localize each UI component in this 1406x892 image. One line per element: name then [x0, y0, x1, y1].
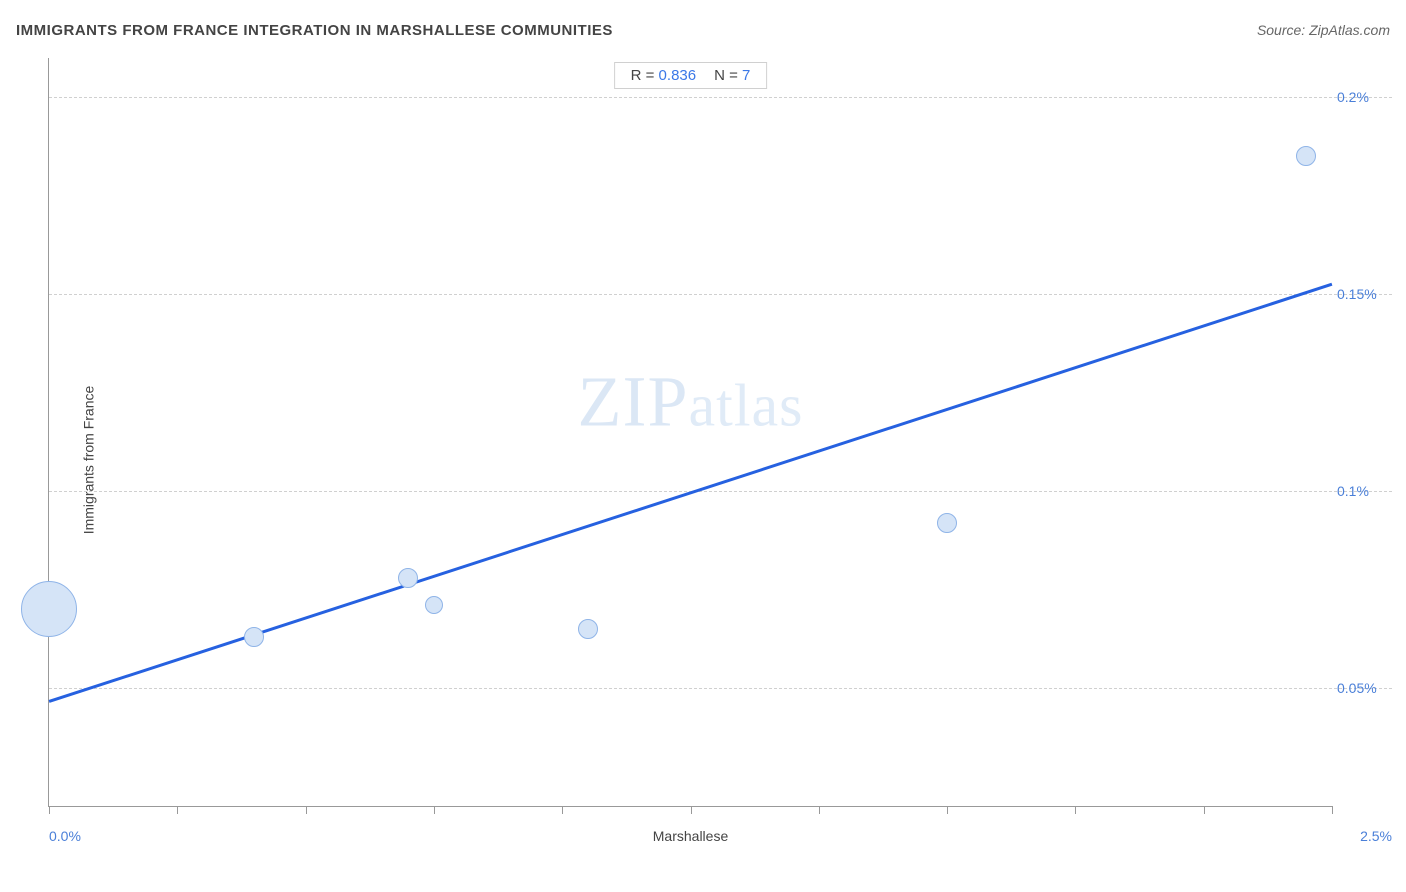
x-axis-title: Marshallese	[653, 828, 728, 844]
data-point[interactable]	[1296, 146, 1316, 166]
data-point[interactable]	[244, 627, 264, 647]
x-tick	[562, 806, 563, 814]
y-tick-label: 0.05%	[1337, 680, 1387, 696]
stats-box: R = 0.836 N = 7	[614, 62, 768, 89]
x-axis-max-label: 2.5%	[1360, 828, 1392, 844]
trendline	[49, 282, 1333, 702]
watermark-zip: ZIP	[578, 362, 689, 442]
x-tick	[819, 806, 820, 814]
data-point[interactable]	[398, 568, 418, 588]
chart-title: IMMIGRANTS FROM FRANCE INTEGRATION IN MA…	[16, 22, 613, 39]
x-axis-min-label: 0.0%	[49, 828, 81, 844]
watermark-atlas: atlas	[689, 373, 804, 439]
chart-header: IMMIGRANTS FROM FRANCE INTEGRATION IN MA…	[0, 0, 1406, 50]
gridline	[49, 491, 1392, 492]
x-tick	[1332, 806, 1333, 814]
x-tick	[947, 806, 948, 814]
gridline	[49, 688, 1392, 689]
gridline	[49, 294, 1392, 295]
n-stat: N = 7	[714, 67, 750, 84]
n-label: N =	[714, 67, 738, 84]
x-tick	[434, 806, 435, 814]
gridline	[49, 97, 1392, 98]
source-attribution: Source: ZipAtlas.com	[1257, 22, 1390, 38]
r-stat: R = 0.836	[631, 67, 696, 84]
x-tick	[691, 806, 692, 814]
y-tick-label: 0.15%	[1337, 286, 1387, 302]
data-point[interactable]	[578, 619, 598, 639]
x-tick	[1204, 806, 1205, 814]
y-tick-label: 0.1%	[1337, 483, 1387, 499]
data-point[interactable]	[937, 513, 957, 533]
n-value: 7	[742, 67, 750, 84]
x-tick	[49, 806, 50, 814]
r-label: R =	[631, 67, 655, 84]
chart-area: Immigrants from France ZIPatlas R = 0.83…	[48, 58, 1392, 862]
data-point[interactable]	[425, 596, 443, 614]
r-value: 0.836	[659, 67, 697, 84]
x-tick	[177, 806, 178, 814]
y-tick-label: 0.2%	[1337, 89, 1387, 105]
x-tick	[306, 806, 307, 814]
watermark: ZIPatlas	[578, 361, 804, 444]
plot-region: ZIPatlas R = 0.836 N = 7 0.0% Marshalles…	[48, 58, 1332, 807]
data-point[interactable]	[21, 581, 77, 637]
x-tick	[1075, 806, 1076, 814]
